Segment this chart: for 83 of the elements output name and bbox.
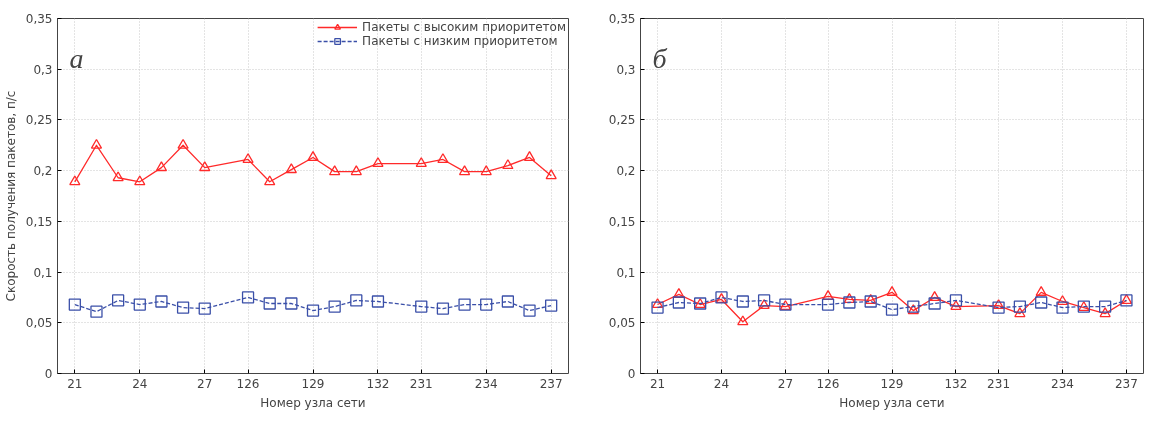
x-tick-label: 24 — [132, 376, 148, 391]
point — [436, 302, 450, 315]
point — [415, 300, 428, 313]
point — [199, 161, 211, 172]
x-tick-label: 129 — [301, 376, 325, 391]
x-tick-label: 27 — [777, 376, 794, 391]
point — [545, 169, 557, 180]
point — [155, 161, 168, 172]
point — [111, 294, 125, 307]
y-tick-label: 0,3 — [616, 62, 636, 77]
point — [263, 297, 276, 310]
y-tick-label: 0,25 — [25, 113, 53, 128]
x-tick-label: 237 — [1115, 376, 1138, 391]
y-tick-label: 0,3 — [33, 62, 53, 77]
x-tick-label: 231 — [987, 376, 1011, 391]
point — [198, 302, 211, 315]
y-tick-label: 0 — [627, 367, 636, 381]
x-tick-label: 21 — [649, 376, 666, 391]
point — [437, 153, 449, 164]
x-axis-title: Номер узла сети — [260, 395, 366, 410]
y-tick-label: 0,05 — [608, 316, 636, 331]
y-tick-label: 0,1 — [33, 265, 53, 280]
x-tick-label: 129 — [880, 376, 904, 391]
x-tick-label: 237 — [539, 376, 563, 391]
y-tick-label: 0,35 — [25, 12, 53, 26]
point — [177, 138, 189, 149]
point — [90, 138, 103, 149]
point — [523, 304, 536, 317]
point — [523, 151, 536, 161]
x-tick-label: 132 — [944, 376, 968, 391]
x-tick-label: 234 — [1051, 376, 1074, 391]
point — [415, 157, 427, 168]
point — [350, 294, 363, 307]
x-tick-label: 231 — [409, 376, 433, 391]
x-tick-label: 126 — [816, 376, 840, 391]
y-axis-title: Скорость получения пакетов, п/с — [3, 90, 18, 302]
point — [480, 165, 492, 176]
point — [68, 298, 81, 311]
y-tick-label: 0,25 — [608, 113, 636, 128]
point — [371, 295, 385, 308]
point — [112, 171, 124, 182]
point — [545, 299, 558, 312]
y-tick-label: 0 — [44, 367, 53, 381]
legend-label: Пакеты с низким приоритетом — [362, 34, 558, 48]
point — [502, 159, 514, 170]
point — [241, 291, 255, 304]
x-tick-label: 21 — [67, 376, 83, 391]
x-tick-label: 27 — [197, 376, 213, 391]
x-axis-title: Номер узла сети — [839, 395, 945, 410]
point — [90, 305, 103, 318]
point — [307, 151, 319, 161]
x-tick-label: 24 — [713, 376, 730, 391]
x-tick-label: 126 — [236, 376, 260, 391]
point — [285, 163, 297, 174]
point — [501, 295, 515, 308]
point — [458, 298, 471, 311]
annotation: б — [652, 42, 668, 74]
y-tick-label: 0,15 — [608, 214, 636, 229]
point — [133, 298, 146, 311]
point — [264, 175, 276, 186]
legend-label: Пакеты с высоким приоритетом — [362, 20, 566, 34]
annotation: а — [69, 42, 84, 74]
point — [69, 175, 81, 186]
point — [155, 295, 168, 308]
y-tick-label: 0,2 — [616, 164, 636, 179]
y-tick-label: 0,15 — [25, 214, 53, 229]
point — [134, 175, 146, 186]
point — [372, 157, 384, 168]
y-tick-label: 0,05 — [25, 316, 53, 331]
point — [176, 301, 190, 314]
x-tick-label: 132 — [366, 376, 390, 391]
point — [242, 153, 254, 164]
point — [329, 165, 341, 176]
point — [306, 304, 320, 317]
y-tick-label: 0,1 — [616, 265, 636, 280]
point — [480, 298, 493, 311]
point — [350, 165, 362, 176]
y-tick-label: 0,2 — [33, 164, 53, 179]
point — [328, 300, 341, 313]
x-tick-label: 234 — [474, 376, 498, 391]
point — [285, 297, 298, 310]
point — [458, 165, 471, 176]
y-tick-label: 0,35 — [608, 12, 636, 26]
